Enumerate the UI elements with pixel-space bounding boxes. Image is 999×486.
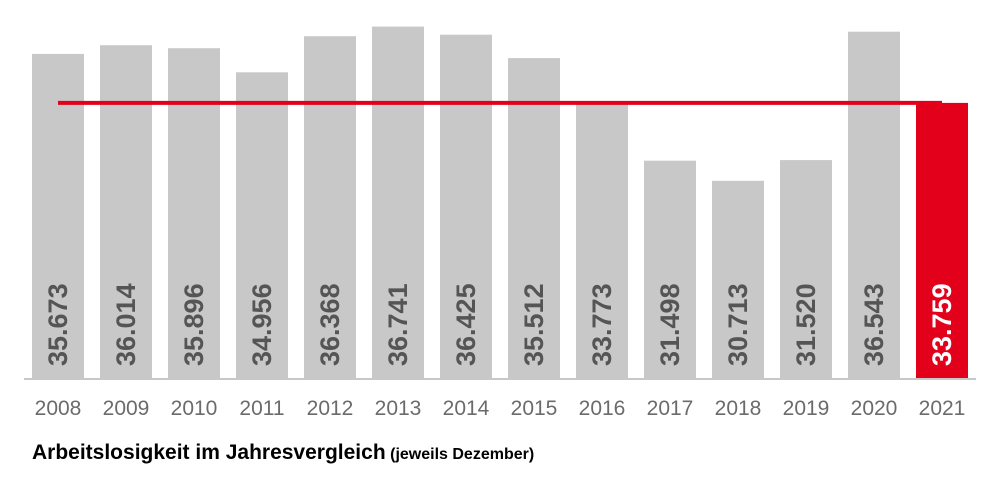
x-tick-label: 2020: [851, 397, 898, 420]
bar-2008: [32, 53, 84, 379]
bar-2009: [100, 45, 152, 378]
bar-2012: [304, 36, 356, 378]
bar-value-label: 35.512: [519, 283, 549, 366]
bar-2018: [712, 180, 764, 378]
x-tick-label: 2010: [171, 397, 218, 420]
x-tick-label: 2017: [647, 397, 694, 420]
bar-value-label: 36.543: [859, 283, 889, 366]
x-tick-label: 2012: [307, 397, 354, 420]
chart-title: Arbeitslosigkeit im Jahresvergleich: [32, 441, 386, 464]
bar-2019: [780, 160, 832, 378]
bar-value-label: 33.759: [927, 283, 957, 366]
bar-2017: [644, 160, 696, 378]
bar-2015: [508, 58, 560, 378]
bar-value-label: 36.741: [383, 283, 413, 366]
bar-value-label: 36.014: [111, 283, 141, 366]
bar-value-label: 31.498: [655, 283, 685, 366]
bar-value-label: 36.368: [315, 283, 345, 366]
bar-2013: [372, 26, 424, 378]
bar-value-label: 34.956: [247, 283, 277, 366]
bar-value-label: 31.520: [791, 283, 821, 366]
bar-value-label: 35.673: [43, 283, 73, 366]
bar-value-label: 30.713: [723, 283, 753, 366]
bar-value-label: 35.896: [179, 283, 209, 366]
x-tick-label: 2013: [375, 397, 422, 420]
x-tick-label: 2021: [919, 397, 966, 420]
bar-value-label: 36.425: [451, 283, 481, 366]
bar-value-label: 33.773: [587, 283, 617, 366]
x-tick-label: 2019: [783, 397, 830, 420]
x-tick-label: 2018: [715, 397, 762, 420]
x-tick-label: 2015: [511, 397, 558, 420]
x-tick-label: 2014: [443, 397, 490, 420]
x-tick-label: 2016: [579, 397, 626, 420]
chart-subtitle: (jeweils Dezember): [390, 446, 535, 463]
x-tick-label: 2008: [35, 397, 82, 420]
x-tick-label: 2011: [239, 397, 284, 420]
chart-caption: Arbeitslosigkeit im Jahresvergleich (jew…: [32, 441, 534, 465]
x-tick-labels: 2008 2009 2010 2011 2012 2013 2014 2015 2016 2017…: [35, 397, 966, 420]
bar-2011: [236, 72, 288, 379]
x-tick-label: 2009: [103, 397, 150, 420]
bar-2016: [576, 102, 628, 378]
value-labels-group: 35.673 36.014 35.896 34.956 36.368 36.741 36.4…: [43, 283, 957, 366]
bar-2020: [848, 31, 900, 378]
bar-2021: [916, 102, 968, 379]
bar-2014: [440, 34, 492, 378]
bars-group: [32, 26, 968, 379]
